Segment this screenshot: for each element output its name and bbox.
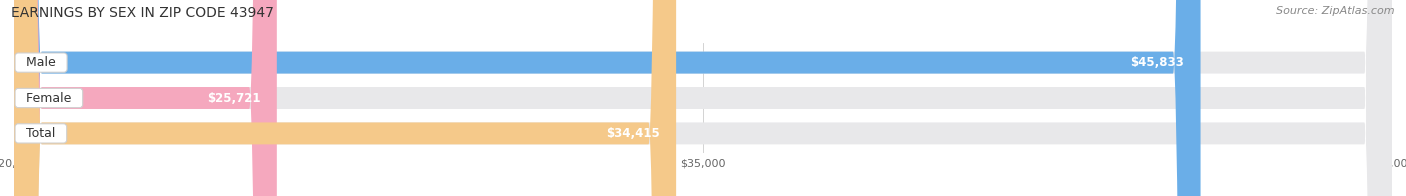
Text: Source: ZipAtlas.com: Source: ZipAtlas.com	[1277, 6, 1395, 16]
FancyBboxPatch shape	[14, 0, 1392, 196]
FancyBboxPatch shape	[14, 0, 277, 196]
FancyBboxPatch shape	[14, 0, 1392, 196]
Text: Total: Total	[18, 127, 63, 140]
FancyBboxPatch shape	[14, 0, 1201, 196]
Text: $45,833: $45,833	[1130, 56, 1184, 69]
Text: EARNINGS BY SEX IN ZIP CODE 43947: EARNINGS BY SEX IN ZIP CODE 43947	[11, 6, 274, 20]
Text: $25,721: $25,721	[207, 92, 260, 104]
FancyBboxPatch shape	[14, 0, 1392, 196]
Text: Female: Female	[18, 92, 80, 104]
Text: Male: Male	[18, 56, 63, 69]
FancyBboxPatch shape	[14, 0, 676, 196]
Text: $34,415: $34,415	[606, 127, 659, 140]
